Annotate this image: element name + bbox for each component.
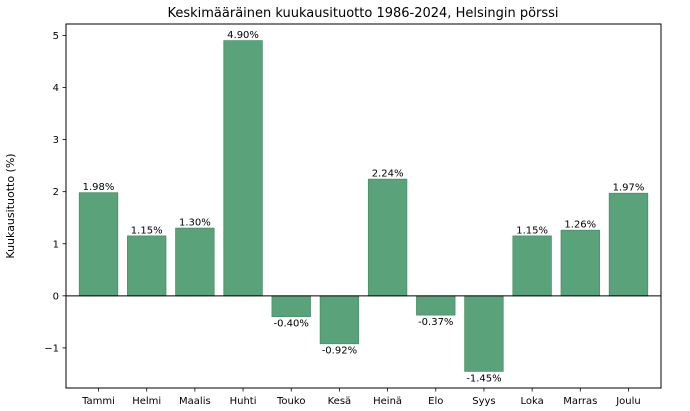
x-tick-label: Touko (276, 396, 305, 407)
bar-helmi (127, 235, 167, 297)
x-tick-label: Maalis (179, 396, 211, 407)
bar-huhti (223, 40, 263, 297)
y-tick-label: 4 (53, 83, 59, 94)
x-tick-label: Loka (520, 396, 543, 407)
bar-maalis (175, 227, 215, 297)
bar-syys (464, 295, 504, 372)
y-tick-label: −1 (44, 343, 59, 354)
y-tick-label: 1 (53, 239, 59, 250)
y-tick-label: 0 (53, 291, 59, 302)
bar-kesä (319, 295, 360, 345)
y-tick-label: 3 (53, 135, 59, 146)
bar-value-label: 1.15% (516, 225, 548, 236)
x-axis: Tammi Helmi Maalis Huhti Touko Kesä Heinä Elo Sy… (81, 388, 641, 407)
bar-value-label: 1.15% (131, 225, 163, 236)
bar-value-labels: 1.98% 1.15% 1.30% 4.90% -0.40% -0.92% 2.24% -0.… (83, 30, 645, 384)
y-tick-label: 2 (53, 187, 59, 198)
bar-value-label: 1.97% (613, 183, 645, 194)
x-tick-label: Marras (563, 396, 597, 407)
y-axis-label: Kuukausituotto (%) (4, 153, 17, 258)
x-tick-label: Syys (472, 396, 495, 407)
y-axis: −1 0 1 2 3 4 5 (44, 31, 66, 354)
x-tick-label: Helmi (132, 396, 161, 407)
bar-touko (271, 295, 311, 318)
x-tick-label: Heinä (373, 396, 402, 407)
plot-area (65, 23, 662, 389)
bar-joulu (608, 192, 649, 297)
bar-tammi (78, 192, 119, 297)
bar-heinä (367, 178, 408, 297)
bars-group (66, 40, 661, 372)
plot-frame (65, 23, 662, 389)
x-tick-label: Kesä (328, 396, 352, 407)
bar-value-label: -0.37% (418, 317, 453, 328)
bar-value-label: 1.30% (179, 218, 211, 229)
x-tick-label: Elo (428, 396, 443, 407)
x-tick-label: Joulu (615, 396, 641, 407)
bar-value-label: -1.45% (466, 373, 501, 384)
bar-value-label: 4.90% (227, 30, 259, 41)
bar-value-label: 1.98% (83, 182, 115, 193)
bar-value-label: 2.24% (372, 169, 404, 180)
y-tick-label: 5 (53, 31, 59, 42)
bar-loka (512, 235, 552, 297)
x-tick-label: Huhti (230, 396, 257, 407)
bar-marras (560, 229, 600, 297)
bar-value-label: 1.26% (564, 220, 596, 231)
bar-elo (416, 295, 456, 316)
bar-value-label: -0.92% (322, 346, 357, 357)
chart-title: Keskimääräinen kuukausituotto 1986-2024,… (167, 6, 558, 21)
bar-value-label: -0.40% (274, 319, 309, 330)
x-tick-label: Tammi (81, 396, 115, 407)
